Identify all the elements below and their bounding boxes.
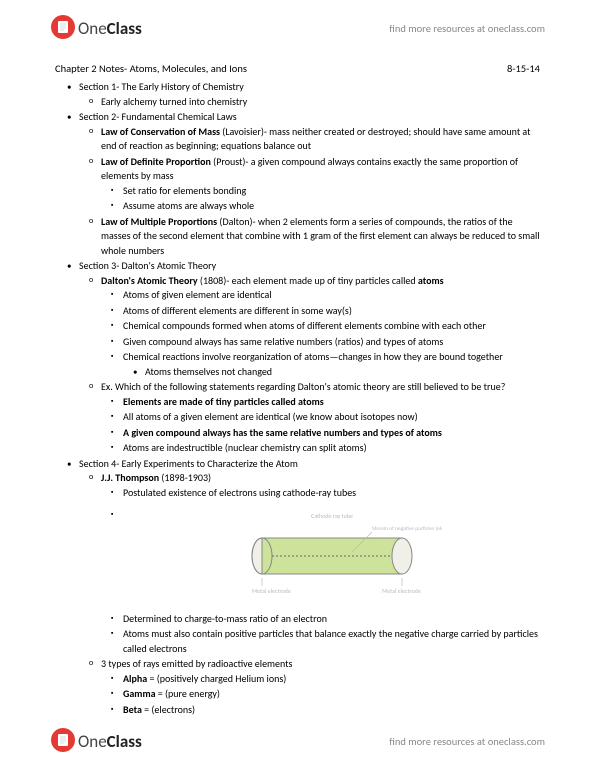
logo-icon — [50, 14, 76, 43]
item-text: Gamma = (pure energy) — [123, 687, 220, 700]
item-text: Alpha = (positively charged Helium ions) — [123, 672, 286, 685]
svg-text:Metal electrode: Metal electrode — [252, 587, 291, 595]
list-item: 3 types of rays emitted by radioactive e… — [101, 657, 540, 717]
section-label: Section 3- Dalton's Atomic Theory — [79, 259, 216, 272]
item-text: Assume atoms are always whole — [123, 199, 254, 212]
item-text: Law of Definite Proportion (Proust)- a g… — [101, 155, 518, 183]
item-text: J.J. Thompson (1898-1903) — [101, 471, 211, 484]
list-item: Chemical reactions involve reorganizatio… — [123, 350, 540, 379]
list-item: Chemical compounds formed when atoms of … — [123, 319, 540, 334]
chapter-title: Chapter 2 Notes- Atoms, Molecules, and I… — [55, 61, 247, 76]
list-item: Cathode ray tube Metal electrode Metal e… — [123, 508, 540, 608]
list-item: Law of Definite Proportion (Proust)- a g… — [101, 155, 540, 214]
list-item: Atoms of given element are identical — [123, 288, 540, 303]
list-item: All atoms of a given element are identic… — [123, 410, 540, 425]
item-text: Law of Multiple Proportions (Dalton)- wh… — [101, 215, 540, 257]
sublist: Early alchemy turned into chemistry — [79, 95, 540, 110]
list-item: Postulated existence of electrons using … — [123, 486, 540, 501]
item-text: Atoms must also contain positive particl… — [123, 627, 538, 655]
svg-text:Stream of negative particles (: Stream of negative particles (electrons) — [372, 525, 442, 532]
sublist: Postulated existence of electrons using … — [101, 486, 540, 657]
section-label: Section 4- Early Experiments to Characte… — [79, 457, 298, 470]
title-row: Chapter 2 Notes- Atoms, Molecules, and I… — [55, 61, 540, 76]
item-text: Set ratio for elements bonding — [123, 184, 246, 197]
list-item: Early alchemy turned into chemistry — [101, 95, 540, 110]
cathode-ray-figure: Cathode ray tube Metal electrode Metal e… — [123, 508, 540, 608]
logo: OneClass — [50, 727, 142, 756]
list-item: Determined to charge-to-mass ratio of an… — [123, 612, 540, 627]
list-item: Atoms of different elements are differen… — [123, 304, 540, 319]
document-body: Chapter 2 Notes- Atoms, Molecules, and I… — [0, 51, 595, 717]
list-item: Atoms themselves not changed — [145, 365, 540, 380]
sublist: Atoms themselves not changed — [123, 365, 540, 380]
item-text: Atoms of different elements are differen… — [123, 304, 352, 317]
logo: OneClass — [50, 14, 142, 43]
list-item: Atoms are indestructible (nuclear chemis… — [123, 441, 540, 456]
section-label: Section 1- The Early History of Chemistr… — [79, 80, 244, 93]
list-item: A given compound always has the same rel… — [123, 426, 540, 441]
outline-root: Section 1- The Early History of Chemistr… — [55, 80, 540, 717]
sublist: Alpha = (positively charged Helium ions)… — [101, 672, 540, 718]
item-text: Chemical reactions involve reorganizatio… — [123, 350, 503, 363]
logo-text: OneClass — [78, 731, 142, 752]
item-text: Elements are made of tiny particles call… — [123, 395, 324, 408]
footer-link[interactable]: find more resources at oneclass.com — [389, 735, 545, 748]
item-text: Atoms are indestructible (nuclear chemis… — [123, 441, 367, 454]
item-text: All atoms of a given element are identic… — [123, 410, 418, 423]
date: 8-15-14 — [507, 61, 540, 76]
list-item: Set ratio for elements bonding — [123, 184, 540, 199]
svg-text:Metal electrode: Metal electrode — [382, 587, 421, 595]
item-text: 3 types of rays emitted by radioactive e… — [101, 657, 292, 670]
sublist: Law of Conservation of Mass (Lavoisier)-… — [79, 125, 540, 259]
sublist: Set ratio for elements bonding Assume ato… — [101, 184, 540, 214]
item-text: Beta = (electrons) — [123, 703, 195, 716]
list-item: Law of Multiple Proportions (Dalton)- wh… — [101, 215, 540, 259]
list-item: Beta = (electrons) — [123, 703, 540, 718]
section-item: Section 1- The Early History of Chemistr… — [79, 80, 540, 109]
item-text: Early alchemy turned into chemistry — [101, 95, 247, 108]
list-item: Atoms must also contain positive particl… — [123, 627, 540, 656]
item-text: Dalton's Atomic Theory (1808)- each elem… — [101, 274, 444, 287]
section-item: Section 4- Early Experiments to Characte… — [79, 457, 540, 718]
sublist: J.J. Thompson (1898-1903) Postulated exis… — [79, 471, 540, 717]
list-item: Law of Conservation of Mass (Lavoisier)-… — [101, 125, 540, 154]
header-link[interactable]: find more resources at oneclass.com — [389, 22, 545, 35]
sublist: Atoms of given element are identical Atom… — [101, 288, 540, 379]
sublist: Elements are made of tiny particles call… — [101, 395, 540, 456]
item-text: Law of Conservation of Mass (Lavoisier)-… — [101, 125, 530, 153]
list-item: Gamma = (pure energy) — [123, 687, 540, 702]
section-item: Section 3- Dalton's Atomic Theory Dalton'… — [79, 259, 540, 456]
list-item: Assume atoms are always whole — [123, 199, 540, 214]
list-item: Given compound always has same relative … — [123, 335, 540, 350]
section-label: Section 2- Fundamental Chemical Laws — [79, 110, 237, 123]
item-text: A given compound always has the same rel… — [123, 426, 442, 439]
list-item: Dalton's Atomic Theory (1808)- each elem… — [101, 274, 540, 380]
logo-text: OneClass — [78, 18, 142, 39]
logo-icon — [50, 727, 76, 756]
item-text: Ex. Which of the following statements re… — [101, 380, 505, 393]
item-text: Given compound always has same relative … — [123, 335, 443, 348]
list-item: Elements are made of tiny particles call… — [123, 395, 540, 410]
page-header: OneClass find more resources at oneclass… — [0, 0, 595, 51]
item-text: Chemical compounds formed when atoms of … — [123, 319, 486, 332]
sublist: Dalton's Atomic Theory (1808)- each elem… — [79, 274, 540, 456]
section-item: Section 2- Fundamental Chemical Laws Law … — [79, 110, 540, 258]
item-text: Postulated existence of electrons using … — [123, 486, 356, 499]
list-item: Alpha = (positively charged Helium ions) — [123, 672, 540, 687]
item-text: Atoms of given element are identical — [123, 288, 272, 301]
list-item: J.J. Thompson (1898-1903) Postulated exis… — [101, 471, 540, 656]
page-footer: OneClass find more resources at oneclass… — [0, 727, 595, 756]
list-item: Ex. Which of the following statements re… — [101, 380, 540, 456]
item-text: Determined to charge-to-mass ratio of an… — [123, 612, 327, 625]
item-text: Atoms themselves not changed — [145, 365, 272, 378]
svg-text:Cathode ray tube: Cathode ray tube — [311, 512, 353, 520]
